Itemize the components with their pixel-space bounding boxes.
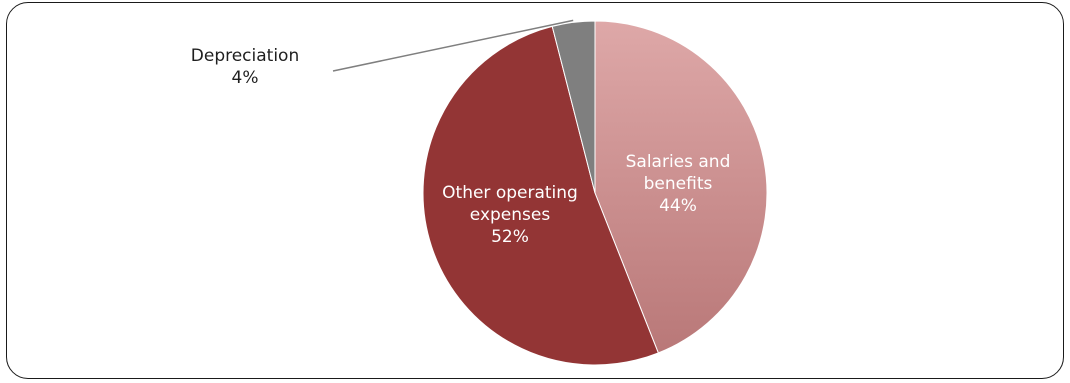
data-label-category: Depreciation [191,46,299,66]
pie-slice-salaries-and-benefits [594,20,768,354]
pie-slice-depreciation [551,20,596,194]
data-label-category: Salaries and [626,152,731,172]
data-label-category: benefits [644,174,713,194]
data-label-category: expenses [470,205,551,225]
data-label-value: 52% [491,227,529,247]
pie-slice-other-operating-expenses [422,25,659,366]
leader-line-depreciation [332,19,574,72]
leader-lines [332,19,574,72]
data-label-category: Other operating [442,183,578,203]
data-label-value: 4% [232,68,259,88]
pie-slices [422,20,768,366]
data-label-value: 44% [659,196,697,216]
